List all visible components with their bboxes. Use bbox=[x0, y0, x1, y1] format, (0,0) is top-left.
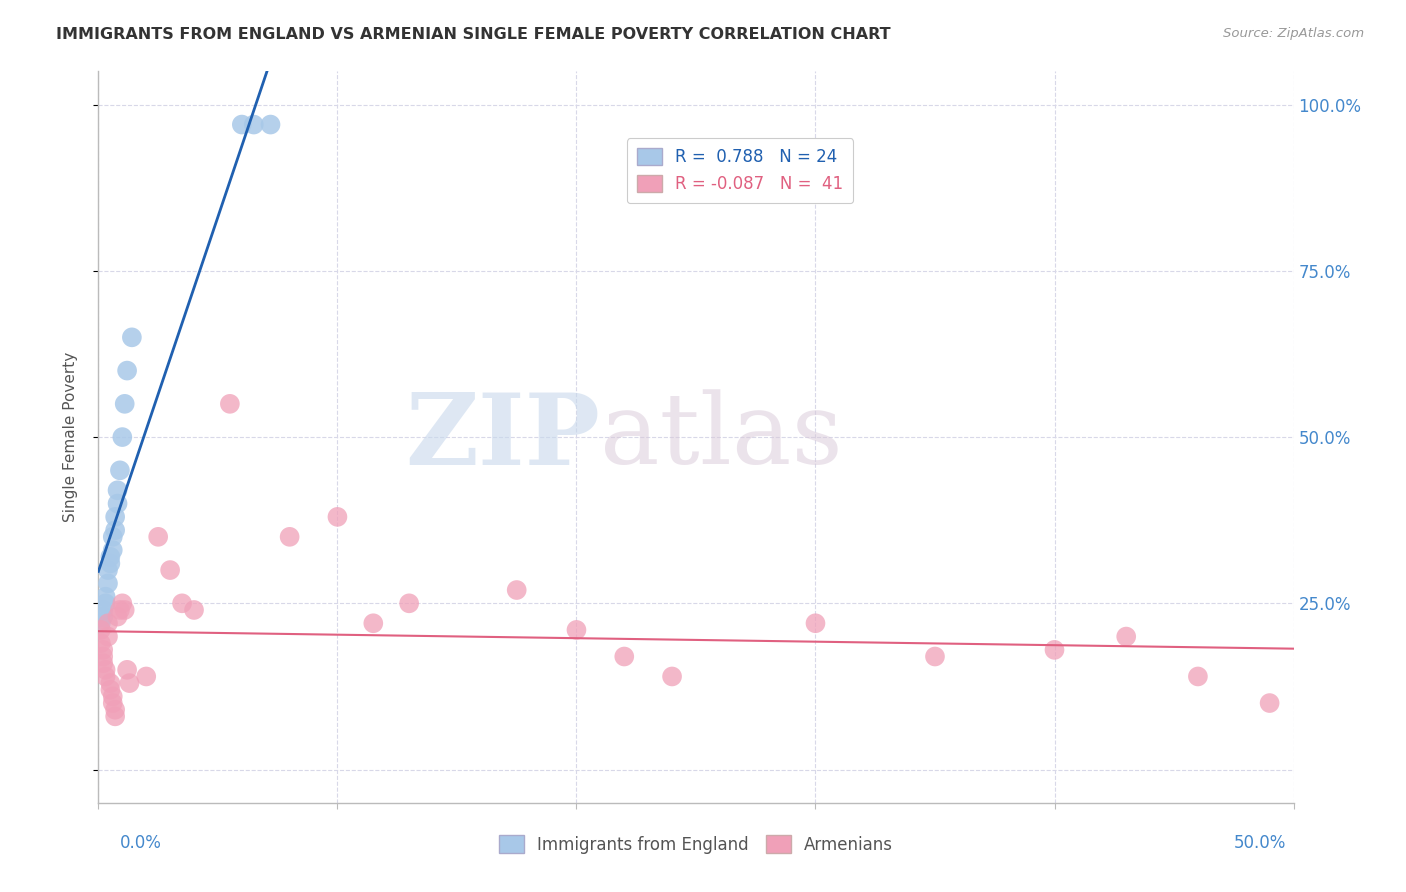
Point bbox=[90, 636, 112, 650]
Point bbox=[104, 703, 127, 717]
Point bbox=[118, 676, 141, 690]
Point bbox=[91, 649, 114, 664]
Point bbox=[97, 576, 120, 591]
Text: IMMIGRANTS FROM ENGLAND VS ARMENIAN SINGLE FEMALE POVERTY CORRELATION CHART: IMMIGRANTS FROM ENGLAND VS ARMENIAN SING… bbox=[56, 27, 891, 42]
Point bbox=[172, 596, 194, 610]
Point bbox=[1115, 630, 1137, 644]
Point bbox=[98, 557, 122, 571]
Text: ZIP: ZIP bbox=[405, 389, 600, 485]
Point bbox=[115, 663, 138, 677]
Point bbox=[613, 649, 636, 664]
Point bbox=[97, 630, 120, 644]
Point bbox=[924, 649, 946, 664]
Point bbox=[661, 669, 683, 683]
Point bbox=[107, 483, 129, 498]
Point bbox=[94, 663, 117, 677]
Point bbox=[506, 582, 529, 597]
Point bbox=[1258, 696, 1281, 710]
Point bbox=[1187, 669, 1209, 683]
Point bbox=[108, 463, 131, 477]
Point bbox=[98, 549, 122, 564]
Point bbox=[111, 596, 134, 610]
Point bbox=[135, 669, 157, 683]
Point bbox=[101, 690, 124, 704]
Point bbox=[363, 616, 385, 631]
Point bbox=[326, 509, 349, 524]
Point bbox=[94, 590, 117, 604]
Point bbox=[98, 676, 122, 690]
Text: atlas: atlas bbox=[600, 389, 844, 485]
Point bbox=[804, 616, 827, 631]
Point bbox=[101, 543, 124, 558]
Point bbox=[98, 682, 122, 697]
Text: 0.0%: 0.0% bbox=[120, 834, 162, 852]
Point bbox=[94, 596, 117, 610]
Point bbox=[107, 609, 129, 624]
Point bbox=[148, 530, 170, 544]
Point bbox=[97, 616, 120, 631]
Point bbox=[231, 118, 253, 132]
Point bbox=[104, 509, 127, 524]
Point bbox=[91, 603, 114, 617]
Legend: Immigrants from England, Armenians: Immigrants from England, Armenians bbox=[492, 829, 900, 860]
Text: Source: ZipAtlas.com: Source: ZipAtlas.com bbox=[1223, 27, 1364, 40]
Point bbox=[97, 563, 120, 577]
Point bbox=[101, 696, 124, 710]
Point bbox=[90, 616, 112, 631]
Point bbox=[91, 609, 114, 624]
Point bbox=[243, 118, 266, 132]
Point bbox=[114, 603, 136, 617]
Point bbox=[91, 656, 114, 670]
Point bbox=[108, 603, 131, 617]
Point bbox=[219, 397, 242, 411]
Point bbox=[90, 623, 112, 637]
Point bbox=[101, 530, 124, 544]
Point bbox=[278, 530, 301, 544]
Point bbox=[565, 623, 588, 637]
Point bbox=[104, 523, 127, 537]
Point bbox=[183, 603, 205, 617]
Point bbox=[107, 497, 129, 511]
Point bbox=[91, 643, 114, 657]
Point bbox=[115, 363, 138, 377]
Point bbox=[1043, 643, 1066, 657]
Point bbox=[104, 709, 127, 723]
Text: 50.0%: 50.0% bbox=[1234, 834, 1286, 852]
Point bbox=[94, 669, 117, 683]
Point bbox=[159, 563, 181, 577]
Point bbox=[398, 596, 420, 610]
Point bbox=[259, 118, 281, 132]
Point bbox=[114, 397, 136, 411]
Point bbox=[111, 430, 134, 444]
Point bbox=[121, 330, 143, 344]
Y-axis label: Single Female Poverty: Single Female Poverty bbox=[63, 352, 77, 522]
